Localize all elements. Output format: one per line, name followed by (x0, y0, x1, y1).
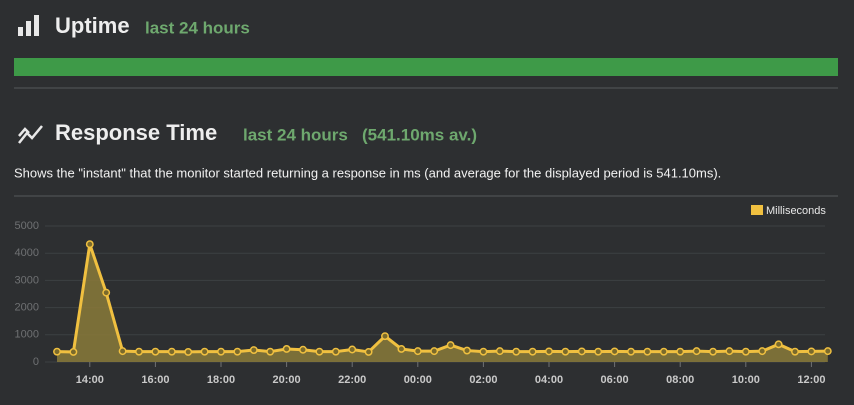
point (430, 347, 439, 356)
point (659, 347, 668, 356)
point (774, 340, 783, 349)
point (577, 347, 586, 356)
point (217, 347, 225, 356)
point (331, 347, 340, 356)
point (233, 347, 242, 356)
point (791, 347, 799, 356)
point (545, 347, 553, 356)
x-tick-label: 20:00 (273, 374, 301, 386)
line (56, 243, 828, 354)
point (315, 347, 324, 356)
area (57, 244, 828, 362)
point (118, 347, 127, 356)
point (381, 332, 389, 341)
point (479, 347, 488, 356)
x-tick-label: 14:00 (76, 374, 104, 386)
x-tick-label: 06:00 (601, 374, 629, 386)
point (85, 240, 94, 249)
point (725, 347, 734, 356)
point (69, 347, 78, 356)
point (249, 346, 258, 354)
point (348, 345, 357, 354)
point (594, 347, 603, 356)
x-tick-label: 22:00 (338, 374, 366, 386)
point (610, 347, 619, 356)
point (282, 344, 291, 353)
point (741, 347, 750, 356)
x-tick-label: 18:00 (207, 374, 235, 386)
y-tick-label: 5000 (15, 220, 39, 232)
point (823, 347, 832, 356)
point (266, 347, 275, 356)
response-title: Response Time (55, 120, 217, 145)
point (364, 347, 373, 356)
point (135, 347, 143, 356)
point (446, 341, 455, 350)
uptime-title: Uptime (55, 13, 130, 38)
x-tick-label: 12:00 (797, 374, 825, 386)
point (512, 347, 521, 356)
response-icon (18, 125, 43, 144)
point (692, 347, 701, 356)
point (102, 288, 111, 297)
y-tick-label: 0 (33, 356, 39, 368)
y-tick-label: 4000 (15, 247, 39, 259)
point (709, 347, 717, 356)
point (200, 347, 209, 356)
response-average: (541.10ms av.) (362, 125, 477, 144)
point (167, 347, 176, 356)
point (495, 347, 504, 356)
point (627, 347, 635, 356)
point (463, 346, 471, 355)
point (184, 347, 193, 356)
uptime-icon (18, 15, 39, 36)
description: Shows the "instant" that the monitor sta… (14, 165, 721, 180)
x-tick-label: 16:00 (141, 374, 169, 386)
legend-label: Milliseconds (766, 205, 826, 217)
point (53, 347, 61, 356)
legend-swatch (751, 205, 763, 215)
y-tick-label: 1000 (15, 329, 39, 341)
x-tick-label: 00:00 (404, 374, 432, 386)
x-tick-label: 04:00 (535, 374, 563, 386)
point (676, 347, 685, 356)
response-period: last 24 hours (243, 125, 348, 144)
uptime-bar (14, 58, 838, 76)
y-tick-label: 3000 (15, 274, 39, 286)
x-tick-label: 10:00 (732, 374, 760, 386)
point (151, 347, 160, 356)
point (643, 347, 652, 356)
point (413, 347, 422, 356)
x-tick-label: 02:00 (469, 374, 497, 386)
uptime-period: last 24 hours (145, 18, 250, 37)
point (397, 344, 406, 353)
point (561, 347, 570, 356)
point (299, 345, 307, 354)
point (807, 347, 816, 356)
point (758, 347, 767, 356)
point (528, 347, 537, 356)
y-tick-label: 2000 (15, 302, 39, 314)
x-tick-label: 08:00 (666, 374, 694, 386)
